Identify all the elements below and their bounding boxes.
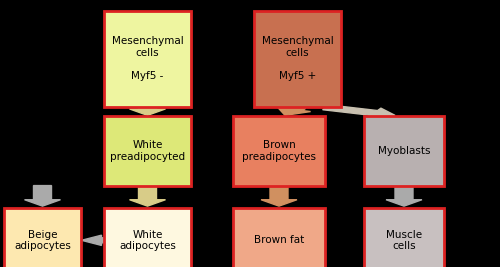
Text: Myoblasts: Myoblasts — [378, 146, 430, 156]
Text: Brown
preadipocytes: Brown preadipocytes — [242, 140, 316, 162]
Text: White
preadipocyted: White preadipocyted — [110, 140, 185, 162]
FancyBboxPatch shape — [4, 208, 81, 267]
Text: Mesenchymal
cells

Myf5 -: Mesenchymal cells Myf5 - — [112, 36, 184, 81]
FancyBboxPatch shape — [233, 116, 326, 186]
Polygon shape — [130, 186, 166, 206]
FancyBboxPatch shape — [104, 208, 191, 267]
Polygon shape — [322, 105, 395, 118]
Polygon shape — [82, 235, 104, 245]
Text: Beige
adipocytes: Beige adipocytes — [14, 230, 71, 251]
Polygon shape — [24, 186, 60, 206]
FancyBboxPatch shape — [364, 208, 444, 267]
FancyBboxPatch shape — [233, 208, 326, 267]
Polygon shape — [130, 107, 166, 115]
FancyBboxPatch shape — [364, 116, 444, 186]
FancyBboxPatch shape — [254, 11, 341, 107]
Text: White
adipocytes: White adipocytes — [119, 230, 176, 251]
Polygon shape — [278, 106, 310, 115]
Polygon shape — [261, 186, 297, 206]
Text: Muscle
cells: Muscle cells — [386, 230, 422, 251]
Text: Mesenchymal
cells

Myf5 +: Mesenchymal cells Myf5 + — [262, 36, 334, 81]
Polygon shape — [386, 186, 422, 206]
FancyBboxPatch shape — [104, 116, 191, 186]
Text: Brown fat: Brown fat — [254, 235, 304, 245]
FancyBboxPatch shape — [104, 11, 191, 107]
